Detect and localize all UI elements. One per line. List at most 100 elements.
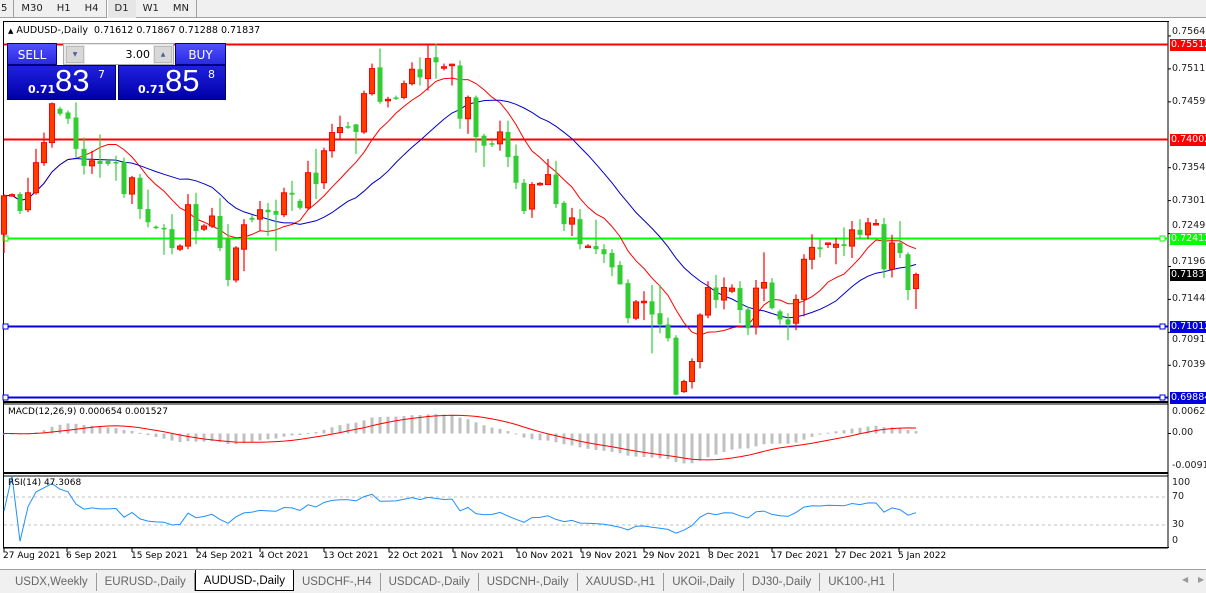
candle [81,137,87,175]
candle [89,150,95,174]
candle [673,335,679,396]
sell-price-pips: 83 [55,63,90,98]
candle [353,123,359,154]
macd-histogram-bar [602,433,606,451]
macd-histogram-bar [122,429,126,434]
chart-canvas[interactable] [0,0,1206,569]
candle [121,157,127,198]
macd-histogram-bar [170,433,174,441]
candle-body [369,68,375,95]
candle [729,284,735,294]
candle-body [153,226,159,229]
timeframe-m30[interactable]: M30 [21,3,43,14]
candle-body [193,204,199,232]
candle-body [145,209,151,223]
candle-body [265,209,271,213]
timeframe-h1[interactable]: H1 [56,3,71,14]
chart-tab[interactable]: AUDUSD-,Daily [194,570,294,591]
sell-price[interactable]: 0.71 83 7 [7,63,116,100]
candle-body [1,195,7,235]
timeframe-d1[interactable]: D1 [106,0,136,18]
candle-body [65,112,71,119]
candle [865,217,871,240]
candle [833,237,839,265]
macd-histogram-bar [434,414,438,434]
price-tick-label: 0.70915 [1172,333,1206,345]
timeframe-w1[interactable]: W1 [142,3,159,14]
price-tick-label: 0.73015 [1172,194,1206,206]
candle [889,234,895,278]
level-handle-icon [1159,323,1166,330]
chart-tab[interactable]: USDCNH-,Daily [479,573,578,591]
buy-price-pips: 85 [165,63,200,98]
price-tick-label: 0.75115 [1172,62,1206,74]
chart-tab[interactable]: UKOil-,Daily [664,573,744,591]
timeframe-mn[interactable]: MN [172,3,189,14]
candle [545,158,551,186]
candle [233,246,239,283]
candle-body [585,245,591,249]
collapse-triangle-icon[interactable]: ▲ [8,27,14,35]
candle-body [57,108,63,114]
candle [345,121,351,129]
candle-body [553,174,559,205]
macd-histogram-bar [698,433,702,461]
candle-body [753,287,759,327]
chart-tab[interactable]: DJ30-,Daily [744,573,821,591]
candle [881,217,887,279]
macd-histogram-bar [890,427,894,434]
rsi-label: RSI(14) 47.3068 [8,478,82,488]
decrease-lot-arrow-icon[interactable]: ▼ [66,46,84,63]
candle [705,281,711,319]
chart-tab[interactable]: USDCAD-,Daily [381,573,479,591]
timeframe-m5[interactable]: 5 [1,3,8,14]
candle-body [169,229,175,248]
buy-button[interactable]: BUY [175,43,226,65]
chart-tab[interactable]: EURUSD-,Daily [97,573,195,591]
increase-lot-arrow-icon[interactable]: ▲ [154,46,172,63]
macd-histogram-bar [522,433,526,438]
candle [601,244,607,264]
tab-scroll-left-icon[interactable]: ◀ [1182,575,1189,584]
macd-histogram-bar [506,431,510,434]
candle-body [425,58,431,80]
macd-histogram-bar [866,426,870,434]
candle [377,48,383,104]
chart-tab[interactable]: XAUUSD-,H1 [578,573,665,591]
buy-price-prefix: 0.71 [138,83,166,96]
candle-body [721,286,727,301]
candle-body [129,177,135,195]
macd-histogram-bar [650,433,654,458]
chart-tab[interactable]: USDX,Weekly [7,573,97,591]
chart-tab[interactable]: USDCHF-,H4 [294,573,381,591]
macd-histogram-bar [274,433,278,439]
candle-body [673,337,679,395]
macd-histogram-bar [146,433,150,436]
timeframe-h4[interactable]: H4 [84,3,99,14]
macd-histogram-bar [178,433,182,443]
sell-button[interactable]: SELL [7,43,57,65]
date-label: 13 Oct 2021 [323,551,379,561]
macd-histogram-bar [450,414,454,434]
macd-histogram-bar [218,433,222,443]
tab-scroll-right-icon[interactable]: ▶ [1198,575,1205,584]
macd-histogram-bar [226,433,230,445]
lot-size-input[interactable] [85,45,153,64]
macd-histogram-bar [354,422,358,434]
candle-body [41,142,47,164]
macd-histogram-bar [474,422,478,434]
chart-tab[interactable]: UK100-,H1 [820,573,895,591]
candle [665,317,671,342]
candle-body [897,242,903,253]
macd-histogram-bar [442,414,446,434]
macd-histogram-bar [530,433,534,440]
macd-histogram-bar [578,433,582,448]
candle [593,219,599,255]
candle-body [497,131,503,145]
buy-price[interactable]: 0.71 85 8 [118,63,226,100]
candle [361,90,367,134]
candle-body [313,172,319,184]
candle-body [185,204,191,247]
candle [433,43,439,79]
